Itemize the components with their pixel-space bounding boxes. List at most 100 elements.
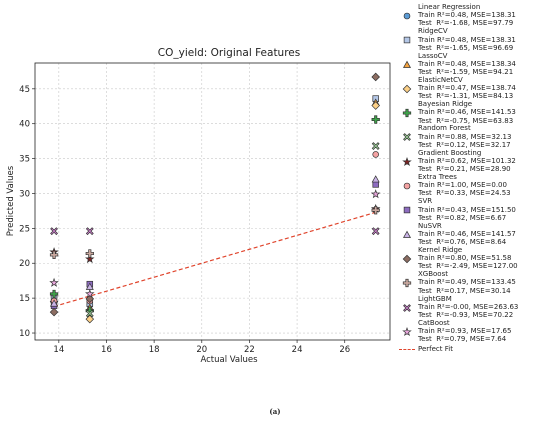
legend-line: Test R²=-0.93, MSE=70.22 — [418, 310, 514, 319]
grid — [35, 63, 390, 340]
legend-label: Perfect Fit — [418, 345, 453, 354]
plot-frame — [34, 62, 391, 341]
legend-item-kernel-ridge: Kernel Ridge Train R²=0.80, MSE=51.58 Test… — [398, 246, 548, 270]
legend-item-lightgbm: LightGBM Train R²=-0.00, MSE=263.63 Test R… — [398, 295, 548, 319]
legend-label: Bayesian Ridge Train R²=0.46, MSE=141.53 T… — [418, 100, 516, 125]
legend-label: XGBoost Train R²=0.49, MSE=133.45 Test R²=… — [418, 270, 516, 295]
legend-item-extra-trees: Extra Trees Train R²=1.00, MSE=0.00 Test R… — [398, 173, 548, 197]
legend-line: Train R²=0.46, MSE=141.57 — [418, 229, 516, 238]
legend-line: Test R²=0.76, MSE=8.64 — [418, 238, 507, 247]
svr-legend-marker — [403, 207, 411, 214]
extra-trees-legend-marker — [403, 182, 411, 190]
legend-marker — [402, 109, 412, 118]
bayesian-ridge-point — [371, 115, 380, 124]
legend-line: CatBoost — [418, 318, 450, 327]
legend-label: LassoCV Train R²=0.48, MSE=138.34 Test R²=… — [418, 52, 516, 77]
xgboost-point — [371, 206, 380, 215]
legend-label: Random Forest Train R²=0.88, MSE=32.13 Tes… — [418, 124, 511, 149]
lightgbm-legend-marker — [403, 303, 411, 312]
legend-label: SVR Train R²=0.43, MSE=151.50 Test R²=0.82… — [418, 197, 516, 222]
y-tick-label: 25 — [19, 224, 30, 234]
legend-line: Test R²=-2.49, MSE=127.00 — [418, 262, 518, 271]
legend-marker — [402, 84, 412, 94]
legend-line: Train R²=0.88, MSE=32.13 — [418, 132, 512, 141]
lightgbm-point — [371, 227, 380, 236]
legend-line: Test R²=0.21, MSE=28.90 — [418, 165, 511, 174]
legend-line: Test R²=-1.68, MSE=97.79 — [418, 19, 514, 28]
legend-item-bayesian-ridge: Bayesian Ridge Train R²=0.46, MSE=141.53 T… — [398, 100, 548, 125]
legend-line: Test R²=-0.75, MSE=63.83 — [418, 116, 514, 125]
legend-line: Train R²=0.80, MSE=51.58 — [418, 254, 512, 263]
catboost-point — [85, 288, 95, 298]
random-forest-point — [85, 309, 94, 318]
legend-line: Train R²=-0.00, MSE=263.63 — [418, 302, 519, 311]
catboost-legend-marker — [402, 326, 412, 336]
legend-line: Train R²=0.48, MSE=138.31 — [418, 11, 516, 20]
xgboost-point — [85, 249, 94, 258]
legend-line: Test R²=-1.65, MSE=96.69 — [418, 43, 514, 52]
legend-label: ElasticNetCV Train R²=0.47, MSE=138.74 Tes… — [418, 76, 516, 101]
legend-line: LightGBM — [418, 294, 452, 303]
lassocv-legend-marker — [402, 60, 412, 68]
xgboost-point — [49, 250, 59, 260]
catboost-point — [49, 277, 59, 287]
legend-line: Test R²=-1.59, MSE=94.21 — [418, 68, 514, 76]
extra-trees-point — [372, 151, 380, 158]
x-axis: 14 16 18 20 22 24 26 — [53, 340, 350, 355]
ridgecv-legend-marker — [403, 37, 411, 44]
y-tick-label: 40 — [19, 120, 30, 130]
legend-line: RidgeCV — [418, 27, 448, 36]
legend-marker — [402, 279, 412, 288]
legend-marker — [403, 133, 411, 142]
x-tick-label: 18 — [149, 345, 160, 355]
legend-line: Test R²=0.79, MSE=7.64 — [418, 335, 507, 344]
elasticnetcv-point — [371, 101, 380, 110]
legend-line: Test R²=0.17, MSE=30.14 — [418, 286, 511, 295]
x-tick-label: 20 — [196, 345, 207, 355]
chart-title: CO_yield: Original Features — [158, 47, 300, 59]
legend-item-catboost: CatBoost Train R²=0.93, MSE=17.65 Test R²=… — [398, 319, 548, 343]
figure-caption: (a) — [269, 407, 281, 416]
legend-marker — [402, 156, 412, 166]
legend-line: SVR — [418, 197, 433, 206]
legend-marker — [402, 254, 412, 264]
y-tick-label: 10 — [19, 329, 30, 339]
legend-marker — [403, 37, 411, 44]
legend-label: Gradient Boosting Train R²=0.62, MSE=101.… — [418, 149, 516, 174]
legend-marker — [403, 207, 411, 214]
legend-line: Train R²=0.49, MSE=133.45 — [418, 278, 516, 287]
legend-label: Extra Trees Train R²=1.00, MSE=0.00 Test R… — [418, 173, 511, 198]
x-axis-label: Actual Values — [200, 355, 258, 365]
legend-item-lassocv: LassoCV Train R²=0.48, MSE=138.34 Test R²=… — [398, 52, 548, 76]
perfect-fit-line — [53, 211, 376, 308]
kernel-ridge-point — [49, 307, 59, 317]
xgboost-legend-marker — [402, 279, 412, 288]
legend-item-gradient-boosting: Gradient Boosting Train R²=0.62, MSE=101.… — [398, 149, 548, 173]
legend-label: NuSVR Train R²=0.46, MSE=141.57 Test R²=0.… — [418, 222, 516, 247]
legend-label: CatBoost Train R²=0.93, MSE=17.65 Test R²=… — [418, 319, 511, 344]
lightgbm-point — [50, 227, 58, 236]
legend-line: LassoCV — [418, 51, 448, 60]
lightgbm-point — [85, 227, 94, 236]
kernel-ridge-legend-marker — [402, 254, 412, 264]
x-tick-label: 24 — [292, 345, 303, 355]
legend-label: Kernel Ridge Train R²=0.80, MSE=51.58 Test… — [418, 246, 518, 271]
x-tick-label: 26 — [339, 345, 350, 355]
legend-line: Train R²=0.48, MSE=138.31 — [418, 35, 516, 44]
legend-line: ElasticNetCV — [418, 75, 463, 84]
elasticnetcv-legend-marker — [402, 84, 412, 94]
legend-item-xgboost: XGBoost Train R²=0.49, MSE=133.45 Test R²=… — [398, 270, 548, 295]
legend-line: Bayesian Ridge — [418, 100, 473, 109]
legend-line: Train R²=0.46, MSE=141.53 — [418, 108, 516, 117]
legend-item-svr: SVR Train R²=0.43, MSE=151.50 Test R²=0.82… — [398, 197, 548, 222]
linear-regression-legend-marker — [403, 12, 411, 20]
legend-dashed-line — [399, 349, 415, 351]
legend-marker — [403, 12, 411, 20]
legend-label: Linear Regression Train R²=0.48, MSE=138.… — [418, 3, 516, 28]
legend-item-random-forest: Random Forest Train R²=0.88, MSE=32.13 Tes… — [398, 124, 548, 149]
random-forest-point — [371, 142, 380, 150]
legend-line: Train R²=0.62, MSE=101.32 — [418, 156, 516, 165]
data-points — [49, 72, 381, 324]
elasticnetcv-point — [85, 314, 95, 324]
